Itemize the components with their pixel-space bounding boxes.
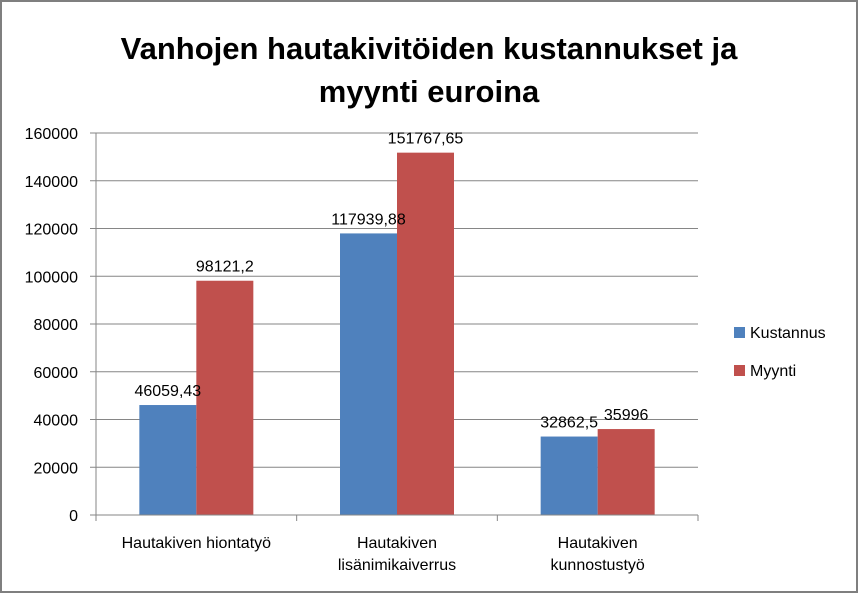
data-label: 32862,5 [540, 415, 598, 432]
bar-kustannus [139, 405, 197, 515]
y-tick-label: 140000 [25, 174, 78, 191]
data-label: 46059,43 [134, 383, 201, 400]
y-tick-label: 160000 [25, 126, 78, 143]
data-label: 117939,88 [331, 211, 406, 228]
y-tick-label: 60000 [34, 365, 79, 382]
data-labels: 46059,43 117939,88 32862,5 98121,2 151767,65… [134, 131, 648, 432]
legend-swatch [734, 327, 745, 338]
x-category-label: Hautakiven [558, 535, 638, 552]
bar-myynti [597, 429, 655, 515]
y-tick-label: 20000 [34, 460, 79, 477]
bar-myynti [196, 280, 254, 515]
x-category-label: lisänimikaiverrus [338, 557, 456, 574]
x-category-label: Hautakiven [357, 535, 437, 552]
x-category-label: Hautakiven hiontatyö [122, 535, 272, 552]
data-label: 98121,2 [196, 259, 254, 276]
y-axis: 0 20000 40000 60000 80000 100000 120000 140000 1… [25, 126, 97, 525]
bar-kustannus [540, 436, 598, 515]
chart-title-line-1: Vanhojen hautakivitöiden kustannukset ja [121, 31, 738, 66]
legend: Kustannus Myynti [734, 325, 826, 380]
data-label: 35996 [604, 407, 649, 424]
data-label: 151767,65 [388, 131, 464, 148]
chart-title: Vanhojen hautakivitöiden kustannukset ja… [121, 31, 738, 109]
x-axis: Hautakiven hiontatyö Hautakiven lisänimika… [95, 514, 699, 574]
x-category-label: kunnostustyö [551, 557, 645, 574]
bar-kustannus [340, 233, 397, 516]
legend-label: Myynti [750, 363, 796, 380]
y-tick-label: 0 [69, 508, 78, 525]
y-tick-label: 80000 [34, 317, 79, 334]
y-tick-label: 100000 [25, 269, 78, 286]
y-tick-label: 40000 [34, 413, 79, 430]
bar-myynti [397, 152, 454, 516]
chart-title-line-2: myynti euroina [319, 74, 540, 109]
bars [139, 152, 655, 516]
legend-label: Kustannus [750, 325, 826, 342]
legend-swatch [734, 365, 745, 376]
y-tick-label: 120000 [25, 222, 78, 239]
